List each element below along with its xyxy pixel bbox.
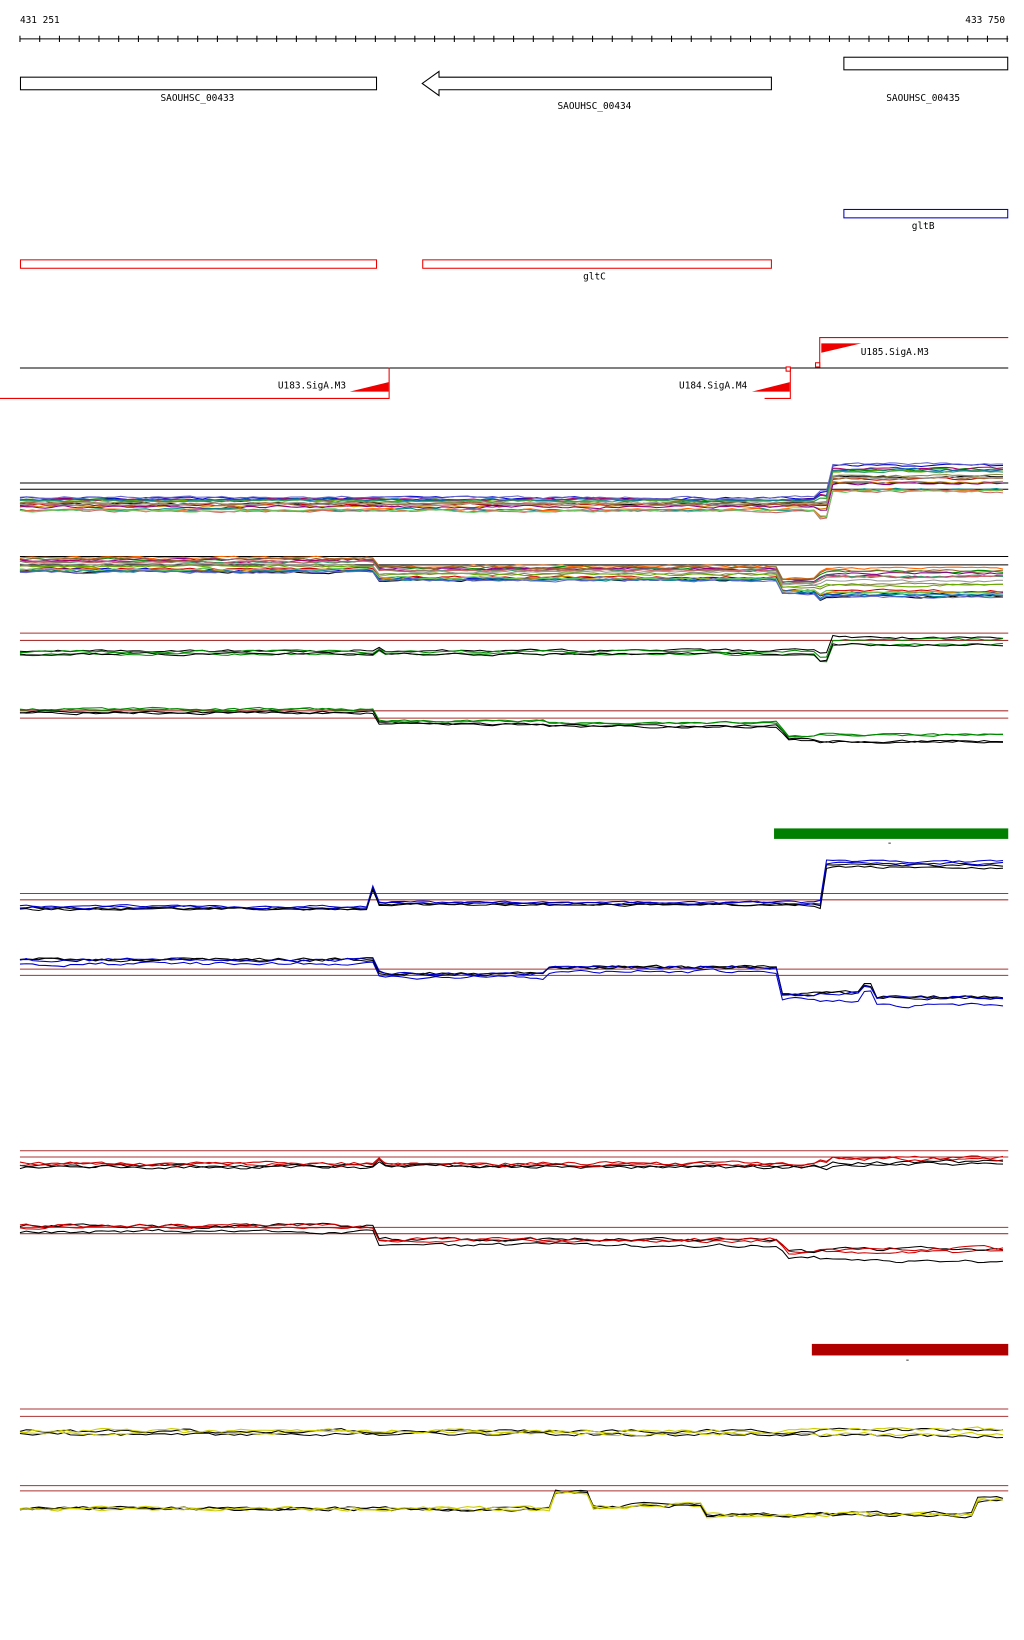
expression-line <box>19 706 1004 738</box>
ruler-end: 433 750 <box>965 15 1005 26</box>
expression-line <box>19 859 1004 909</box>
expression-line <box>19 1491 1004 1519</box>
promoter-label: U185.SigA.M3 <box>861 347 929 358</box>
condition-bar <box>811 1343 1009 1356</box>
expression-line <box>19 961 1004 1009</box>
expression-line <box>19 1161 1004 1171</box>
gene-label: SAOUHSC_00435 <box>886 93 960 104</box>
expression-line <box>19 559 1004 584</box>
gene-label: SAOUHSC_00433 <box>161 93 235 104</box>
promoter-mark <box>349 382 389 392</box>
promoter <box>0 367 390 399</box>
expression-line <box>19 634 1004 654</box>
operon <box>422 259 772 269</box>
condition-label: - <box>887 838 893 849</box>
ruler-ticks <box>19 35 1008 42</box>
gene-label: SAOUHSC_00434 <box>558 101 632 112</box>
expression-line <box>19 1426 1004 1435</box>
promoter <box>764 367 791 399</box>
expression-line <box>19 562 1003 586</box>
ruler-start: 431 251 <box>20 15 60 26</box>
expression-line <box>19 559 1004 585</box>
promoter-site <box>785 366 791 372</box>
promoter-site <box>814 362 821 368</box>
promoter-mark <box>751 382 790 392</box>
expression-line <box>19 957 1004 1001</box>
gene <box>19 76 378 91</box>
expression-line <box>19 1228 1004 1264</box>
expression-line <box>19 1158 1004 1169</box>
expression-line <box>19 555 1004 581</box>
expression-line <box>19 566 1004 595</box>
condition-bar <box>774 828 1009 839</box>
expression-line <box>19 1430 1004 1437</box>
operon-label: gltB <box>912 221 935 232</box>
expression-tracks <box>19 462 1009 1519</box>
gene <box>843 56 1009 71</box>
expression-line <box>19 637 1004 658</box>
expression-line <box>19 957 1004 1000</box>
expression-line <box>19 1222 1004 1254</box>
expression-line <box>19 1427 1004 1435</box>
gene-arrow <box>421 70 772 97</box>
promoter-mark <box>821 343 862 353</box>
condition-label: - <box>905 1355 911 1366</box>
expression-line <box>19 865 1004 912</box>
expression-line <box>19 706 1003 738</box>
expression-line <box>19 1223 1004 1254</box>
operon <box>19 259 378 269</box>
promoter-label: U183.SigA.M3 <box>278 380 346 391</box>
expression-line <box>19 462 1003 500</box>
expression-line <box>19 1491 1004 1518</box>
operon-label: gltC <box>583 271 606 282</box>
expression-line <box>19 642 1004 662</box>
operon <box>843 208 1009 219</box>
expression-line <box>19 489 1004 519</box>
promoter <box>819 337 1009 368</box>
expression-line <box>19 1489 1004 1518</box>
expression-line <box>19 556 1004 581</box>
expression-line <box>19 710 1004 744</box>
promoter-label: U184.SigA.M4 <box>679 380 748 391</box>
expression-line <box>19 476 1004 506</box>
expression-line <box>19 469 1004 504</box>
expression-line <box>19 482 1004 511</box>
expression-line <box>19 564 1004 588</box>
expression-line <box>19 711 1004 744</box>
expression-line <box>19 557 1004 583</box>
expression-line <box>19 570 1004 601</box>
expression-line <box>19 567 1004 595</box>
expression-line <box>19 1156 1004 1168</box>
